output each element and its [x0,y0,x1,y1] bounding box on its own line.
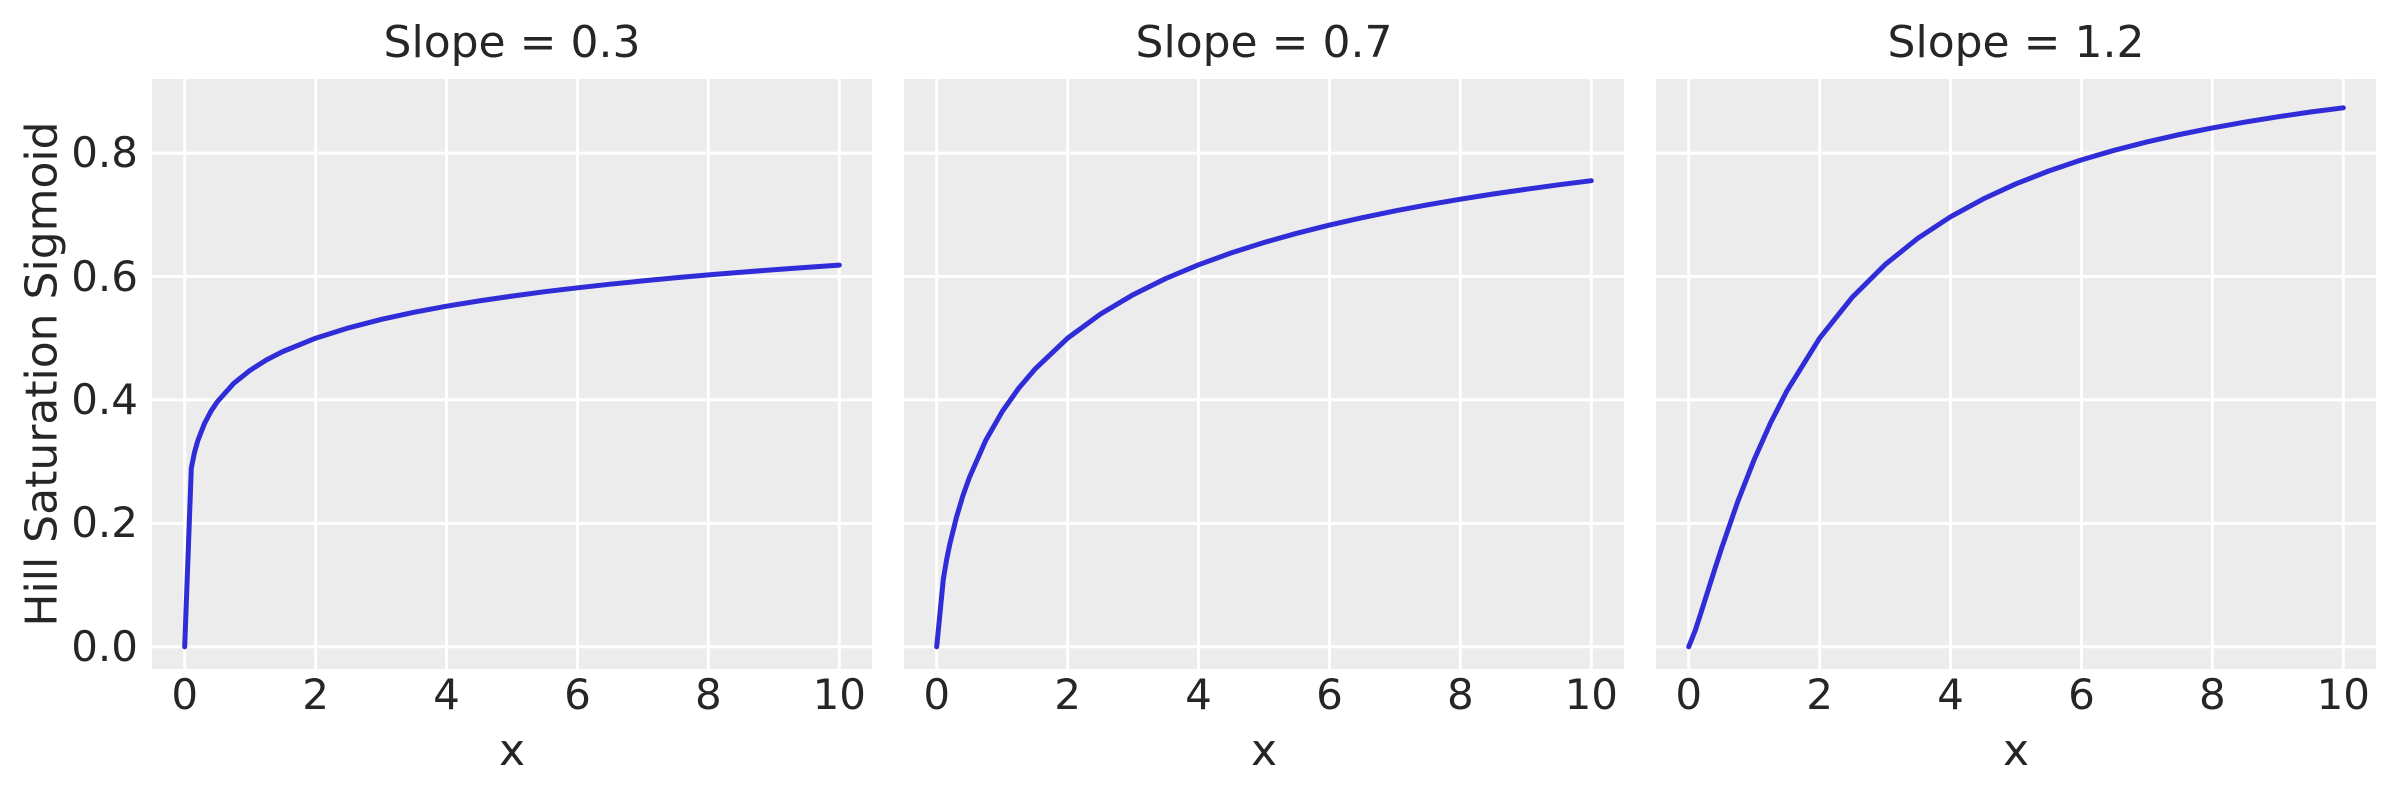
y-tick-label: 0.0 [71,621,138,671]
plot-svg [1656,79,2376,669]
x-axis-label: x [498,725,526,776]
plot-area [152,79,872,669]
subplot-title: Slope = 1.2 [1887,17,2145,68]
x-tick-label: 8 [695,670,722,719]
x-tick-labels: 0 2 4 6 8 10 [904,671,1624,719]
subplot-title: Slope = 0.7 [1135,17,1393,68]
subplot-slope-0.7: Slope = 0.7 0 2 4 6 8 10 x [904,0,1624,800]
x-tick-labels: 0 2 4 6 8 10 [1656,671,2376,719]
x-tick-label: 4 [433,670,460,719]
x-tick-label: 4 [1937,670,1964,719]
plot-area [904,79,1624,669]
subplot-slope-1.2: Slope = 1.2 0 2 4 6 8 10 x [1656,0,2376,800]
x-axis-label: x [2002,725,2030,776]
x-tick-label: 10 [1564,670,1619,719]
x-tick-label: 4 [1185,670,1212,719]
axes-background [904,79,1624,669]
axes-background [152,79,872,669]
line-series [934,178,1594,650]
axes-background [1656,79,2376,669]
y-tick-label: 0.2 [71,498,138,548]
y-tick-label: 0.8 [71,128,138,178]
x-tick-label: 0 [923,670,951,719]
x-tick-label: 0 [1675,670,1703,719]
x-tick-label: 6 [2068,670,2095,719]
x-tick-label: 10 [2316,670,2371,719]
x-tick-label: 2 [302,670,329,719]
x-axis-label: x [1250,725,1278,776]
x-tick-label: 6 [564,670,591,719]
plot-area [1656,79,2376,669]
y-tick-labels: 0.0 0.2 0.4 0.6 0.8 [0,79,138,671]
y-tick-label: 0.6 [71,251,138,301]
plot-svg [904,79,1624,669]
x-tick-label: 0 [171,670,199,719]
x-tick-label: 2 [1054,670,1081,719]
x-tick-label: 10 [812,670,867,719]
y-tick-label: 0.4 [71,374,138,424]
line-series [182,262,842,650]
subplot-title: Slope = 0.3 [383,17,641,68]
subplot-slope-0.3: Slope = 0.3 0 2 4 6 8 10 x [152,0,872,800]
line-series [1686,105,2346,650]
plot-svg [152,79,872,669]
x-tick-label: 8 [1447,670,1474,719]
x-tick-label: 6 [1316,670,1343,719]
x-tick-labels: 0 2 4 6 8 10 [152,671,872,719]
x-tick-label: 2 [1806,670,1833,719]
x-tick-label: 8 [2199,670,2226,719]
